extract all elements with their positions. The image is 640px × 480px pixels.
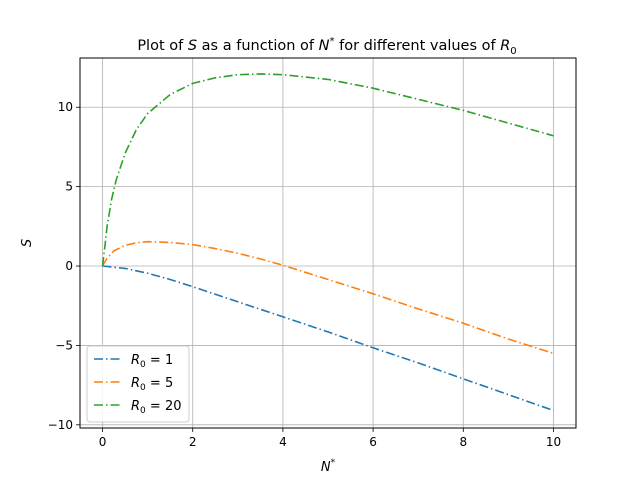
series-line-2 <box>101 240 554 355</box>
x-tick-label: 10 <box>546 435 561 449</box>
x-tick-label: 6 <box>369 435 377 449</box>
y-tick-label: −5 <box>55 338 73 352</box>
ticks: 0 2 4 6 8 10 −10 −5 0 5 10 <box>48 100 561 449</box>
y-tick-label: 0 <box>65 259 73 273</box>
x-tick-label: 4 <box>279 435 287 449</box>
y-tick-label: −10 <box>48 418 73 432</box>
legend-label: R0 = 5 <box>131 376 173 393</box>
x-tick-label: 2 <box>189 435 197 449</box>
plot-frame <box>79 57 577 429</box>
legend: R0 = 1 R0 = 5 R0 = 20 <box>86 345 190 423</box>
grid <box>80 58 576 428</box>
y-axis-label: S <box>20 239 35 247</box>
y-tick-label: 5 <box>65 180 73 194</box>
chart-title: Plot of S as a function of N* for differ… <box>137 36 516 57</box>
x-axis-label: N* <box>321 458 336 475</box>
y-tick-label: 10 <box>58 100 73 114</box>
legend-box <box>86 345 190 423</box>
legend-label: R0 = 20 <box>131 399 181 416</box>
series-line-1 <box>102 265 554 412</box>
x-tick-label: 8 <box>459 435 467 449</box>
series-line-3 <box>101 73 554 267</box>
legend-label: R0 = 1 <box>131 353 173 370</box>
x-tick-label: 0 <box>99 435 107 449</box>
series-layer <box>101 73 554 412</box>
